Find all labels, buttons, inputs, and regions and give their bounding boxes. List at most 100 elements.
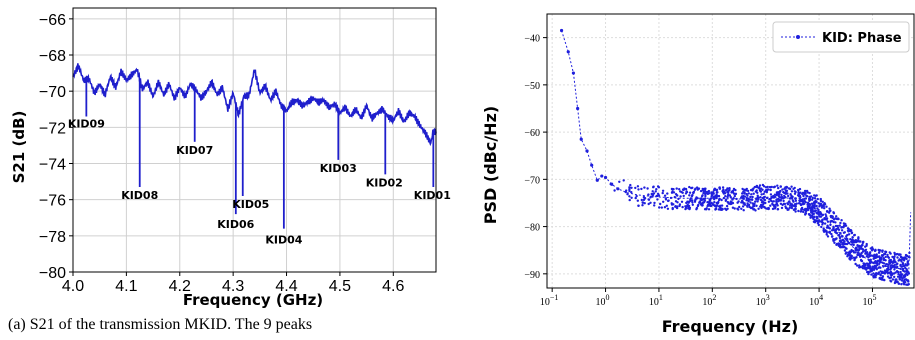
psd-point — [809, 214, 813, 217]
psd-point — [705, 191, 708, 195]
psd-point — [720, 208, 724, 211]
psd-point — [809, 216, 812, 219]
psd-point — [851, 236, 854, 239]
psd-point — [863, 266, 866, 269]
psd-point — [741, 205, 745, 208]
psd-point — [730, 190, 734, 193]
psd-point — [811, 196, 814, 200]
psd-point — [872, 276, 876, 279]
psd-point — [835, 227, 839, 231]
psd-point — [651, 190, 654, 193]
psd-point — [861, 240, 865, 244]
psd-point — [675, 206, 679, 210]
psd-point — [823, 217, 826, 220]
psd-point — [808, 196, 811, 200]
psd-point — [837, 217, 840, 221]
psd-point — [883, 252, 887, 256]
psd-point — [845, 242, 849, 246]
psd-point — [795, 202, 798, 205]
psd-point — [656, 185, 660, 188]
psd-point — [671, 207, 674, 211]
psd-point — [800, 206, 804, 210]
psd-point — [784, 186, 787, 189]
psd-point — [907, 283, 910, 286]
psd-point — [832, 211, 835, 214]
s21-curve — [72, 63, 437, 147]
psd-point — [769, 188, 772, 191]
psd-point — [832, 239, 836, 242]
psd-point — [833, 241, 836, 244]
psd-point — [734, 192, 737, 196]
psd-point — [839, 221, 842, 225]
psd-point — [814, 200, 818, 204]
psd-point — [898, 253, 901, 256]
psd-point — [821, 205, 825, 208]
psd-point — [727, 202, 730, 205]
psd-x-tick-label: 104 — [809, 293, 823, 308]
psd-point — [781, 188, 784, 191]
psd-point — [813, 200, 816, 204]
psd-point — [724, 195, 727, 198]
psd-point — [803, 199, 806, 203]
psd-point — [906, 273, 909, 277]
psd-point — [862, 262, 865, 265]
psd-point — [746, 205, 749, 208]
psd-point — [699, 203, 703, 206]
psd-point — [904, 256, 907, 259]
psd-point — [881, 254, 884, 258]
psd-point — [807, 202, 811, 206]
psd-point — [856, 244, 859, 247]
psd-point — [789, 202, 792, 205]
psd-point — [849, 238, 852, 241]
psd-point — [846, 255, 849, 258]
psd-point — [834, 238, 837, 241]
psd-point — [874, 267, 878, 270]
psd-point — [776, 208, 780, 211]
psd-point — [826, 210, 829, 213]
psd-point — [874, 248, 877, 251]
psd-point — [760, 187, 763, 190]
psd-point — [819, 197, 822, 201]
psd-point — [640, 198, 643, 202]
psd-point — [825, 230, 828, 233]
psd-point — [869, 251, 872, 254]
psd-point — [704, 187, 707, 190]
psd-point — [837, 228, 841, 231]
psd-point — [858, 266, 861, 269]
psd-point — [761, 204, 764, 207]
psd-point — [876, 259, 879, 263]
psd-point — [882, 258, 886, 262]
psd-point — [880, 276, 884, 280]
psd-point — [816, 220, 819, 223]
psd-point — [850, 243, 853, 246]
psd-point — [754, 209, 757, 212]
psd-point — [870, 273, 873, 276]
psd-point — [837, 243, 841, 247]
psd-point — [777, 200, 780, 203]
psd-point — [861, 264, 864, 268]
psd-point — [755, 185, 758, 188]
psd-point — [842, 241, 845, 244]
psd-point — [691, 199, 694, 202]
psd-point — [889, 276, 893, 279]
psd-point — [883, 272, 887, 275]
psd-point — [878, 257, 882, 261]
psd-point — [865, 268, 868, 271]
psd-point — [640, 187, 643, 191]
psd-point — [686, 203, 689, 206]
psd-point — [877, 251, 881, 254]
psd-point — [647, 198, 651, 201]
psd-point — [721, 207, 724, 211]
psd-point — [764, 201, 767, 205]
psd-point — [896, 275, 900, 278]
psd-point — [817, 220, 820, 223]
psd-point — [790, 196, 794, 199]
psd-point — [849, 256, 852, 259]
psd-point — [763, 206, 766, 209]
psd-point — [727, 194, 731, 197]
psd-point — [839, 246, 842, 249]
psd-point — [835, 237, 838, 240]
psd-point — [894, 281, 898, 284]
psd-point — [610, 183, 614, 186]
psd-point — [783, 191, 786, 195]
